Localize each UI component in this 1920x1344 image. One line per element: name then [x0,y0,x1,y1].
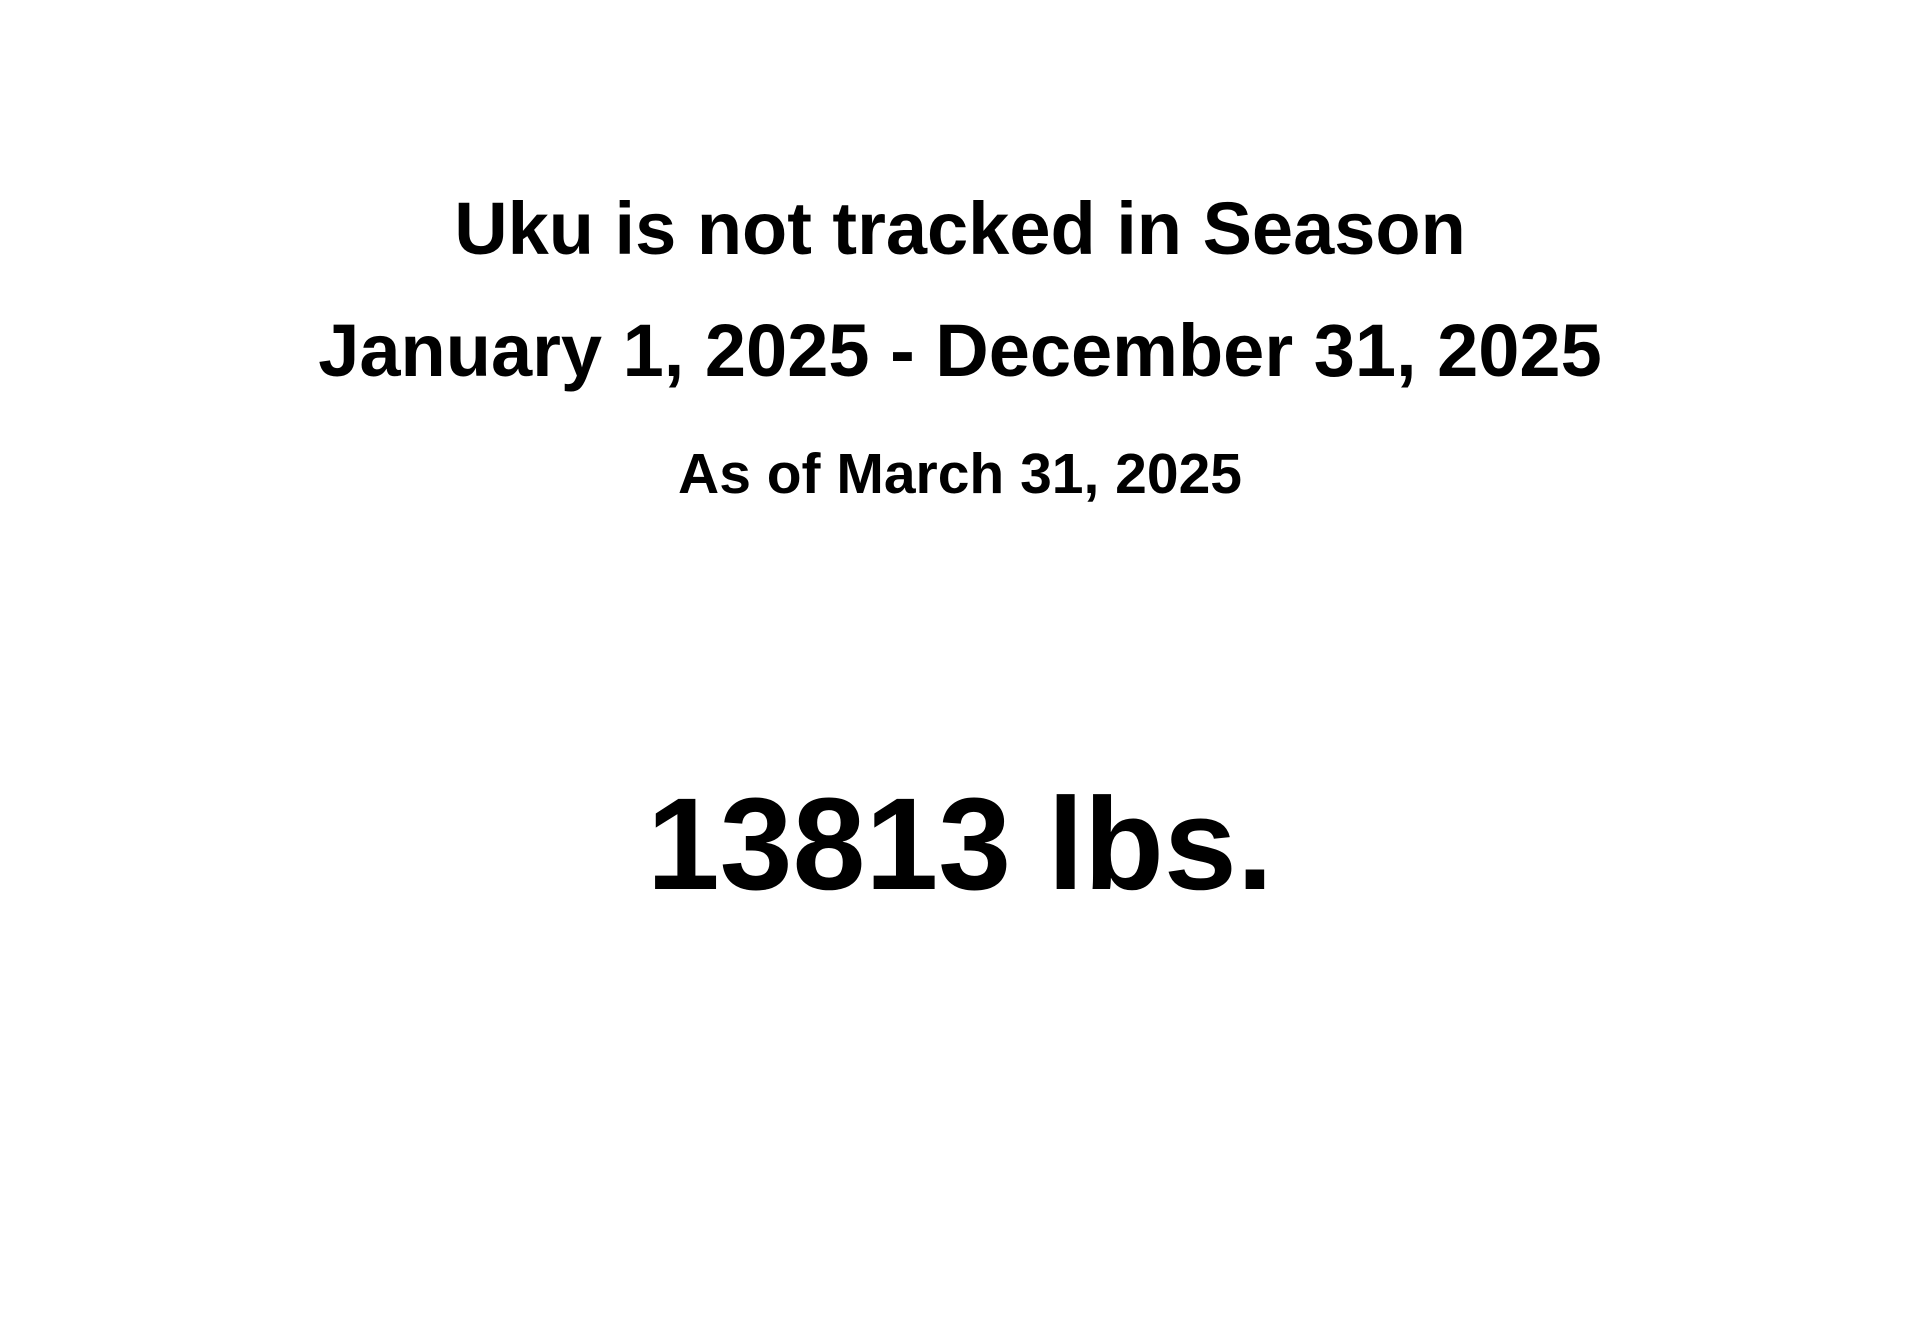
total-weight: 13813 lbs. [646,770,1274,917]
as-of-date: As of March 31, 2025 [678,442,1242,506]
page-title: Uku is not tracked in Season [454,187,1466,270]
season-date-range: January 1, 2025 - December 31, 2025 [318,309,1602,392]
